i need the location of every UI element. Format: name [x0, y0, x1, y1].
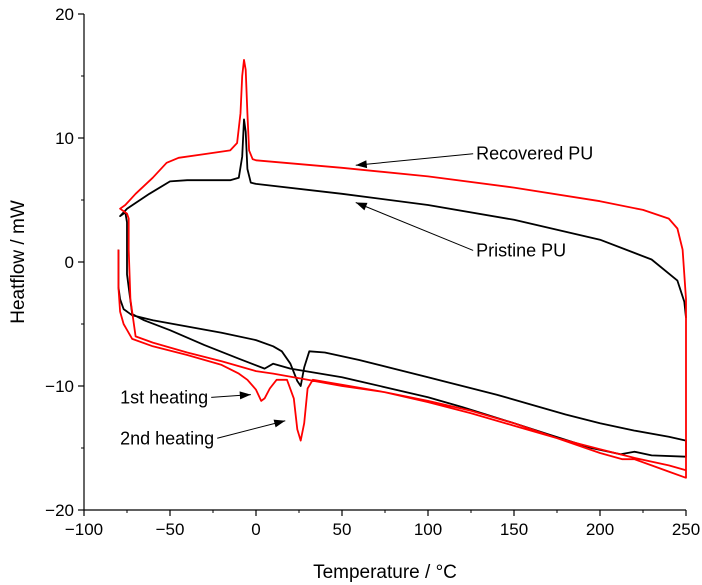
series-line-1 — [117, 59, 687, 479]
annotation-label-1: Pristine PU — [476, 240, 566, 260]
annotation-label-3: 2nd heating — [120, 428, 214, 448]
y-tick-label: 10 — [55, 129, 74, 148]
y-axis-title: Heatflow / mW — [8, 200, 29, 324]
y-tick-label: 0 — [65, 253, 74, 272]
annotation-arrowhead-1 — [355, 202, 368, 211]
series-line-0 — [117, 118, 687, 458]
x-tick-label: 150 — [500, 520, 528, 539]
x-tick-label: 200 — [586, 520, 614, 539]
y-tick-label: −20 — [45, 501, 74, 520]
x-tick-label: 250 — [672, 520, 700, 539]
annotation-label-2: 1st heating — [120, 387, 208, 407]
annotation-arrow-1 — [355, 202, 474, 251]
x-tick-label: 100 — [414, 520, 442, 539]
annotation-arrowhead-2 — [239, 391, 251, 400]
x-tick-label: −100 — [65, 520, 103, 539]
annotation-arrow-0 — [355, 153, 474, 166]
annotation-arrowhead-3 — [273, 419, 286, 428]
annotation-label-0: Recovered PU — [476, 144, 593, 164]
x-tick-label: 50 — [333, 520, 352, 539]
annotation-arrowhead-0 — [355, 160, 368, 169]
plot-lines — [117, 59, 687, 479]
x-axis-title: Temperature / °C — [313, 562, 457, 583]
annotation-arrow-3 — [217, 420, 286, 439]
x-tick-label: 0 — [251, 520, 260, 539]
x-tick-label: −50 — [156, 520, 185, 539]
annotations: Recovered PU Pristine PU 1st heating 2nd he… — [120, 144, 593, 449]
y-tick-label: −10 — [45, 377, 74, 396]
y-tick-label: 20 — [55, 5, 74, 24]
